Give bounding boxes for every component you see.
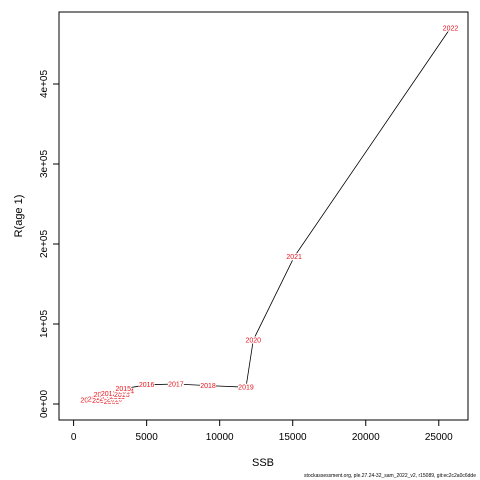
point-label: 2022 bbox=[443, 25, 459, 32]
y-axis-label: R(age 1) bbox=[13, 195, 25, 238]
x-axis-label: SSB bbox=[252, 457, 274, 469]
point-label-halo bbox=[245, 336, 262, 344]
y-tick-label: 3e+05 bbox=[39, 150, 50, 179]
x-tick-label: 0 bbox=[71, 432, 77, 443]
point-label: 2016 bbox=[139, 382, 155, 389]
point-label: 2018 bbox=[200, 383, 216, 390]
x-tick-label: 10000 bbox=[206, 432, 234, 443]
y-tick-label: 0e+00 bbox=[39, 390, 50, 419]
point-label: 2015 bbox=[115, 386, 131, 393]
x-tick-label: 25000 bbox=[425, 432, 453, 443]
point-label: 2012 bbox=[101, 391, 117, 398]
point-label-halo bbox=[286, 253, 303, 261]
y-tick-label: 2e+05 bbox=[39, 230, 50, 259]
y-axis: 0e+00 1e+05 2e+05 3e+05 4e+05 bbox=[39, 70, 59, 419]
point-label-halo bbox=[100, 390, 117, 398]
point-label: 2019 bbox=[238, 385, 254, 392]
point-label: 2021 bbox=[286, 254, 302, 261]
x-tick-label: 15000 bbox=[279, 432, 307, 443]
x-axis: 0 5000 10000 15000 20000 25000 bbox=[71, 420, 453, 443]
point-label-halo bbox=[115, 385, 132, 393]
plot-frame bbox=[58, 11, 469, 421]
point-label-halo bbox=[138, 381, 155, 389]
x-tick-label: 5000 bbox=[136, 432, 159, 443]
point-label: 2017 bbox=[168, 381, 184, 388]
point-label-halo bbox=[237, 383, 254, 391]
y-tick-label: 1e+05 bbox=[39, 310, 50, 339]
point-labels: 2002200320042005200620072008200920102011… bbox=[80, 24, 459, 406]
x-tick-label: 20000 bbox=[352, 432, 380, 443]
point-label: 2013 bbox=[114, 392, 130, 399]
point-label-halo bbox=[199, 382, 216, 390]
point-label: 2020 bbox=[245, 337, 261, 344]
footnote: stockassessment.org, ple.27.24-32_sam_20… bbox=[304, 473, 476, 479]
point-label-halo bbox=[167, 380, 184, 388]
point-label-halo bbox=[442, 24, 459, 32]
y-tick-label: 4e+05 bbox=[39, 70, 50, 99]
